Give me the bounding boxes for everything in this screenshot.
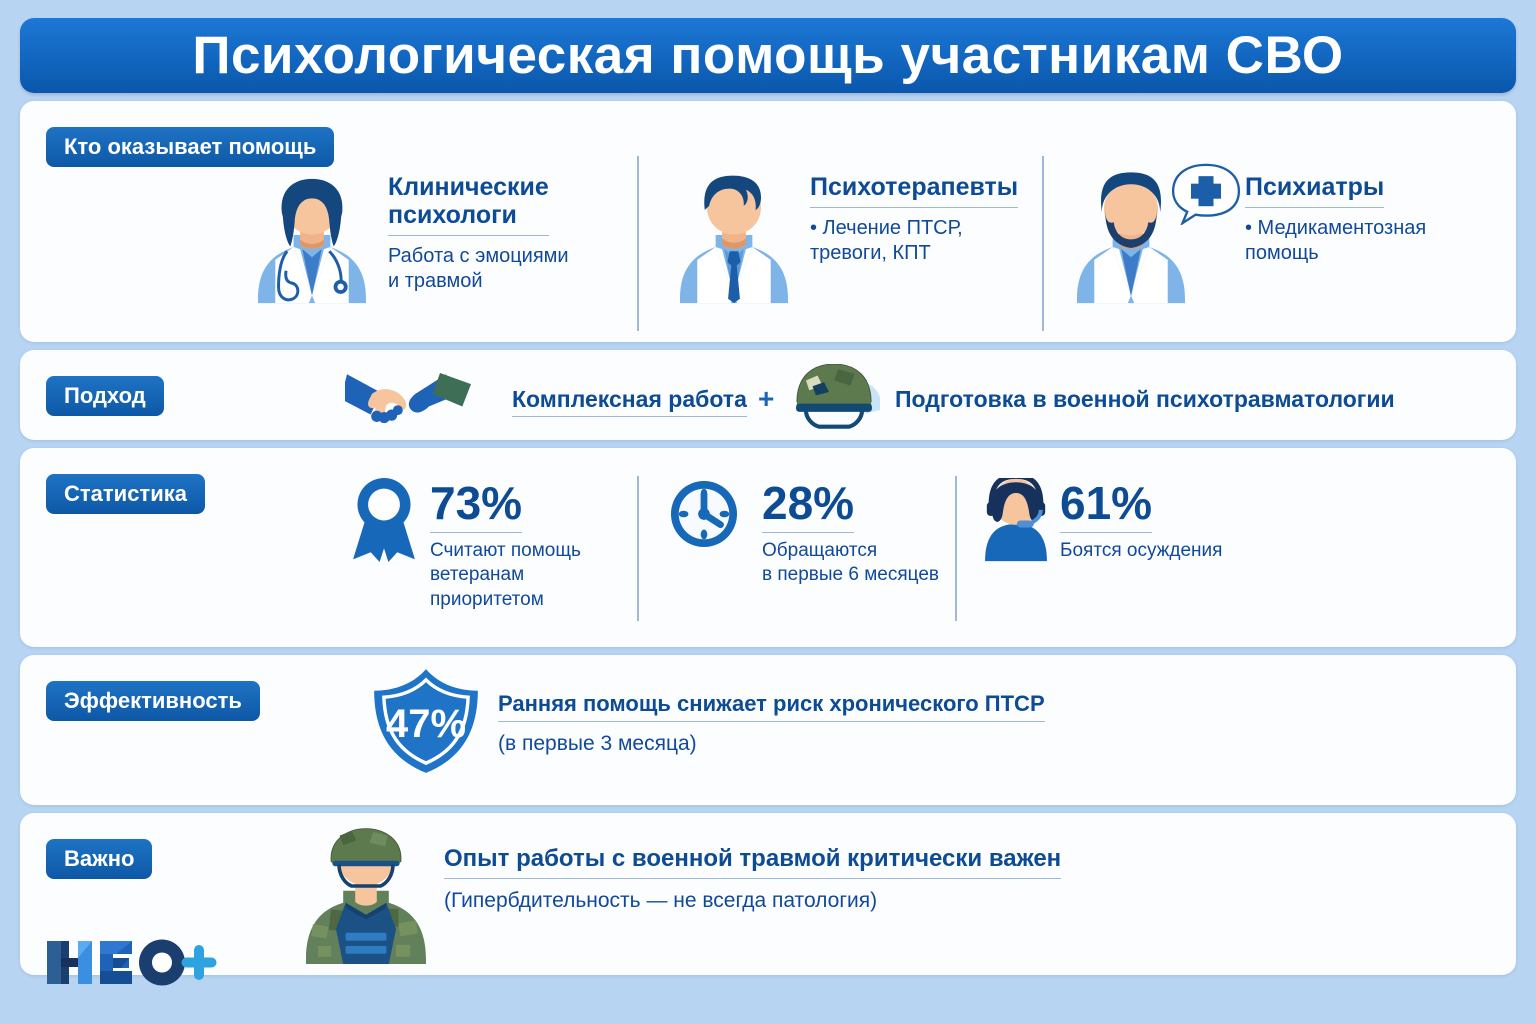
svg-text:47%: 47% <box>386 702 466 746</box>
